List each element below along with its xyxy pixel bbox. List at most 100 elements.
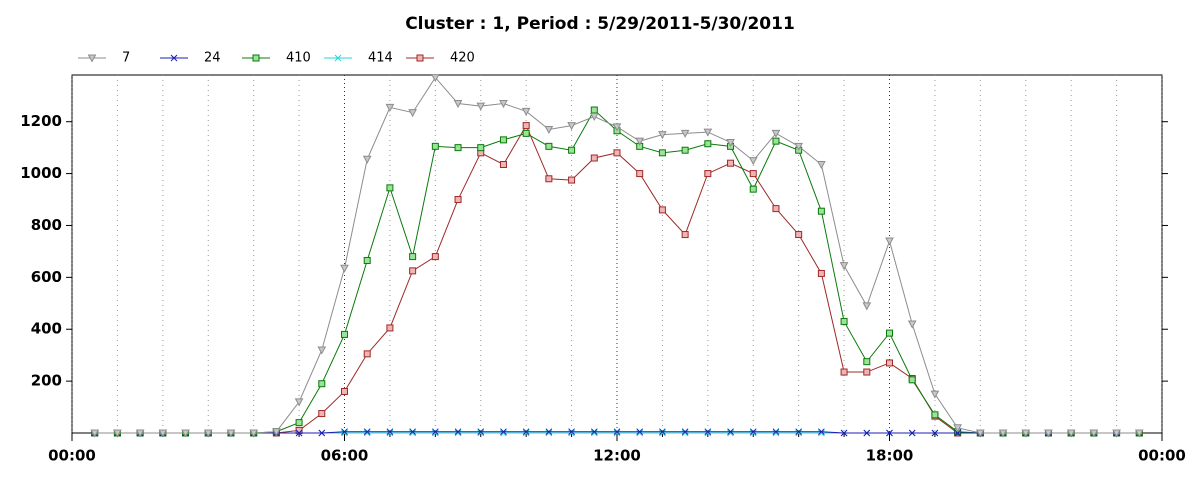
point <box>295 419 303 427</box>
point <box>454 144 462 152</box>
point <box>636 428 644 436</box>
point <box>226 429 236 438</box>
point <box>590 428 598 436</box>
point <box>795 231 803 239</box>
legend-label: 7 <box>122 51 130 66</box>
point <box>499 100 508 109</box>
point <box>340 264 349 273</box>
point <box>409 267 417 275</box>
y-tick-label: 1000 <box>20 164 62 182</box>
point <box>568 176 576 184</box>
point <box>704 140 712 148</box>
point <box>612 123 622 132</box>
point <box>659 429 666 437</box>
point <box>386 184 394 192</box>
legend-marker <box>416 54 424 62</box>
y-tick-label: 800 <box>31 216 62 234</box>
point <box>1066 429 1076 438</box>
x-tick-label: 00:00 <box>48 447 96 465</box>
point <box>476 102 486 111</box>
point <box>272 428 281 437</box>
point <box>454 428 462 436</box>
point <box>681 146 689 154</box>
point <box>590 154 598 162</box>
point <box>818 428 825 436</box>
point <box>522 129 530 137</box>
point <box>317 346 327 355</box>
point <box>704 170 712 178</box>
point <box>408 109 417 118</box>
point <box>636 170 644 178</box>
point <box>681 231 689 239</box>
point <box>749 185 757 193</box>
point <box>931 429 939 437</box>
point <box>908 376 916 384</box>
point <box>477 428 485 436</box>
point <box>431 142 439 150</box>
point <box>568 146 576 154</box>
point <box>318 429 326 437</box>
point <box>794 142 804 151</box>
x-tick-label: 18:00 <box>866 447 914 465</box>
point <box>659 428 666 436</box>
point <box>930 390 940 399</box>
point <box>477 144 485 152</box>
point <box>817 269 825 277</box>
point <box>613 149 621 157</box>
point <box>568 428 575 436</box>
point <box>499 136 507 144</box>
point <box>636 429 644 437</box>
series <box>90 74 1144 438</box>
legend-marker <box>252 54 260 62</box>
point <box>135 429 145 438</box>
point <box>931 411 939 419</box>
point <box>1134 429 1144 438</box>
point <box>840 429 848 437</box>
point <box>545 175 553 183</box>
chart-title: Cluster : 1, Period : 5/29/2011-5/30/201… <box>405 14 795 34</box>
point <box>522 429 530 437</box>
point <box>840 368 848 376</box>
point <box>1044 429 1053 438</box>
y-tick-label: 200 <box>31 372 62 390</box>
point <box>727 159 735 167</box>
point <box>953 424 962 433</box>
point <box>704 428 712 436</box>
point <box>772 137 780 145</box>
point <box>772 205 780 213</box>
point <box>545 428 553 436</box>
point <box>749 429 757 437</box>
point <box>90 429 100 438</box>
legend-label: 410 <box>286 51 311 66</box>
point <box>681 429 689 437</box>
point <box>772 428 780 436</box>
legend-label: 24 <box>204 51 221 66</box>
point <box>590 106 598 114</box>
point <box>771 129 781 138</box>
point <box>817 207 825 215</box>
point <box>409 253 417 261</box>
point <box>158 429 168 438</box>
point <box>863 368 871 376</box>
point <box>795 428 803 436</box>
point <box>295 429 303 437</box>
point <box>613 428 621 436</box>
legend-label: 420 <box>450 51 475 66</box>
y-tick-label: 1200 <box>20 112 62 130</box>
point <box>363 350 371 358</box>
y-tick-label: 400 <box>31 320 62 338</box>
point <box>431 253 439 261</box>
point <box>839 262 849 271</box>
point <box>477 429 485 437</box>
point <box>499 161 507 168</box>
point <box>613 429 621 437</box>
point <box>726 138 735 148</box>
point <box>386 324 394 332</box>
point <box>749 428 757 436</box>
x-tick-label: 00:00 <box>1138 447 1186 465</box>
point <box>181 429 190 438</box>
point <box>522 428 530 436</box>
point <box>658 131 667 140</box>
point <box>454 196 462 204</box>
